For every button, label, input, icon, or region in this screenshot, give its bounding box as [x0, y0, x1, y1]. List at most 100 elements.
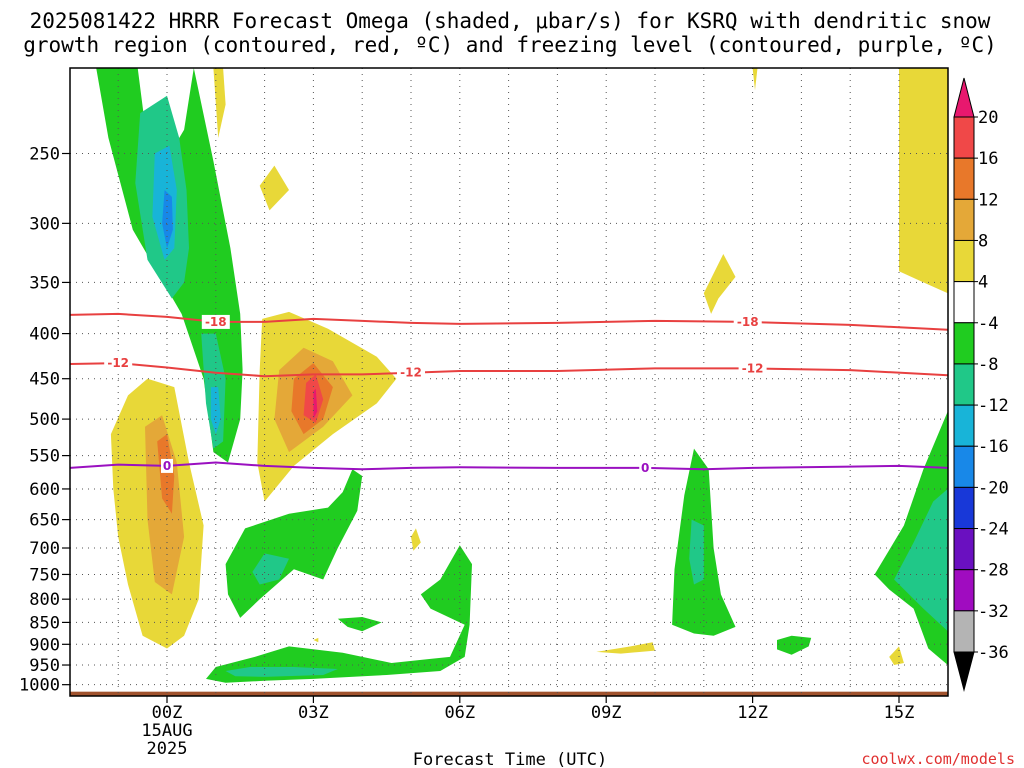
- chart-title-line2: growth region (contoured, red, ºC) and f…: [23, 33, 997, 57]
- x-tick-label: 12Z: [737, 703, 768, 723]
- y-tick-label: 800: [29, 590, 60, 610]
- y-tick-label: 900: [29, 635, 60, 655]
- dendritic-contour--12-label: -12: [400, 366, 422, 380]
- dendritic-contour--18-label: -18: [737, 315, 759, 329]
- colorbar-label: -8: [978, 355, 998, 375]
- omega-region-30: [596, 642, 655, 654]
- colorbar-segment: [953, 528, 975, 571]
- y-tick-label: 650: [29, 511, 60, 531]
- colorbar-bottom-arrow: [953, 651, 975, 692]
- y-tick-label: 750: [29, 565, 60, 585]
- omega-region-17: [145, 415, 185, 595]
- y-tick-label: 350: [29, 273, 60, 293]
- dendritic-contour--18-line: [70, 312, 948, 331]
- colorbar-segment: [953, 157, 975, 200]
- colorbar-segment: [953, 198, 975, 241]
- omega-region-27: [703, 254, 736, 314]
- colorbar-segment: [953, 322, 975, 365]
- omega-region-9: [225, 667, 338, 677]
- omega-region-5: [162, 190, 173, 249]
- x-tick-label: 2025: [147, 739, 188, 759]
- colorbar-label: -4: [978, 314, 998, 334]
- dendritic-contour--18-label-bg: [733, 314, 762, 329]
- colorbar-label: -36: [978, 643, 1009, 663]
- omega-region-10: [337, 617, 382, 632]
- colorbar-top-arrow: [953, 77, 975, 118]
- colorbar-label: -20: [978, 478, 1009, 498]
- grid-layer: [70, 68, 948, 696]
- omega-region-29: [752, 68, 758, 91]
- x-axis-label: Forecast Time (UTC): [413, 750, 607, 768]
- dendritic-contour--18-label-bg: [201, 314, 230, 329]
- y-tick-label: 1000: [19, 676, 60, 696]
- x-tick-label: 03Z: [298, 703, 329, 723]
- omega-region-24: [313, 388, 318, 420]
- freezing-level-contour-line: [70, 461, 948, 471]
- omega-shading-layer: [96, 68, 948, 683]
- colorbar-legend: 20 16 12 8 4 -4 -8 -12 -16 -20 -24 -28 -32 -36: [953, 77, 1009, 692]
- omega-region-15: [894, 488, 948, 632]
- credit-text: coolwx.com/models: [861, 750, 1015, 768]
- dendritic-contour--12-line: [70, 362, 948, 378]
- y-tick-label: 600: [29, 480, 60, 500]
- colorbar-label: 4: [978, 273, 988, 293]
- colorbar-segment: [953, 281, 975, 324]
- y-tick-label: 850: [29, 613, 60, 633]
- y-tick-label: 250: [29, 144, 60, 164]
- ground-layer: [70, 691, 948, 696]
- dendritic-contour--12-label-bg: [397, 365, 425, 380]
- colorbar-segment: [953, 239, 975, 283]
- colorbar-label: -32: [978, 602, 1009, 622]
- omega-region-26: [213, 68, 226, 138]
- ground-fill: [70, 691, 948, 696]
- y-axis: 2503003504004505005506006507007508008509…: [19, 144, 70, 696]
- freezing-level-contour-label-bg: [639, 460, 652, 475]
- colorbar-segment: [953, 445, 975, 488]
- colorbar-label: 20: [978, 108, 998, 128]
- dendritic-contour--12-label-bg: [104, 356, 133, 371]
- dendritic-contour--12-label: -12: [742, 361, 764, 375]
- dendritic-contour--18-label: -18: [205, 315, 227, 329]
- dendritic-contour--12-label: -12: [107, 356, 129, 370]
- y-tick-label: 300: [29, 214, 60, 234]
- omega-region-13: [777, 635, 812, 655]
- y-tick-label: 700: [29, 539, 60, 559]
- omega-region-18: [157, 434, 175, 514]
- x-tick-label: 06Z: [444, 703, 475, 723]
- colorbar-label: 8: [978, 231, 988, 251]
- x-tick-label: 00Z: [152, 703, 183, 723]
- omega-region-8: [206, 545, 472, 683]
- y-tick-label: 400: [29, 325, 60, 345]
- contour-layer: -18 -18 -12 -12 -12 0 0: [70, 312, 948, 475]
- colorbar-segment: [953, 363, 975, 406]
- colorbar-label: 12: [978, 190, 998, 210]
- omega-region-25: [259, 165, 289, 211]
- colorbar-segment: [953, 404, 975, 447]
- freezing-level-contour-label: 0: [641, 461, 649, 475]
- omega-region-28: [899, 68, 948, 294]
- colorbar-segment: [953, 610, 975, 653]
- x-tick-label: 15AUG: [141, 721, 192, 741]
- colorbar-label: 16: [978, 149, 998, 169]
- y-tick-label: 450: [29, 370, 60, 390]
- colorbar-segment: [953, 569, 975, 612]
- plot-frame: [69, 67, 949, 697]
- omega-region-19: [166, 558, 170, 580]
- freezing-level-contour-label-bg: [161, 458, 173, 473]
- omega-region-6: [225, 469, 363, 618]
- freezing-level-contour-label: 0: [163, 459, 171, 473]
- x-tick-label: 15Z: [884, 703, 915, 723]
- colorbar-label: -16: [978, 437, 1009, 457]
- colorbar-segment: [953, 116, 975, 159]
- colorbar-segment: [953, 486, 975, 530]
- y-tick-label: 550: [29, 447, 60, 467]
- omega-region-31: [889, 646, 904, 665]
- dendritic-contour--12-label-bg: [738, 361, 767, 376]
- x-tick-label: 09Z: [591, 703, 622, 723]
- omega-region-12: [689, 519, 704, 585]
- y-tick-label: 950: [29, 656, 60, 676]
- colorbar-label: -28: [978, 561, 1009, 581]
- colorbar-label: -24: [978, 520, 1009, 540]
